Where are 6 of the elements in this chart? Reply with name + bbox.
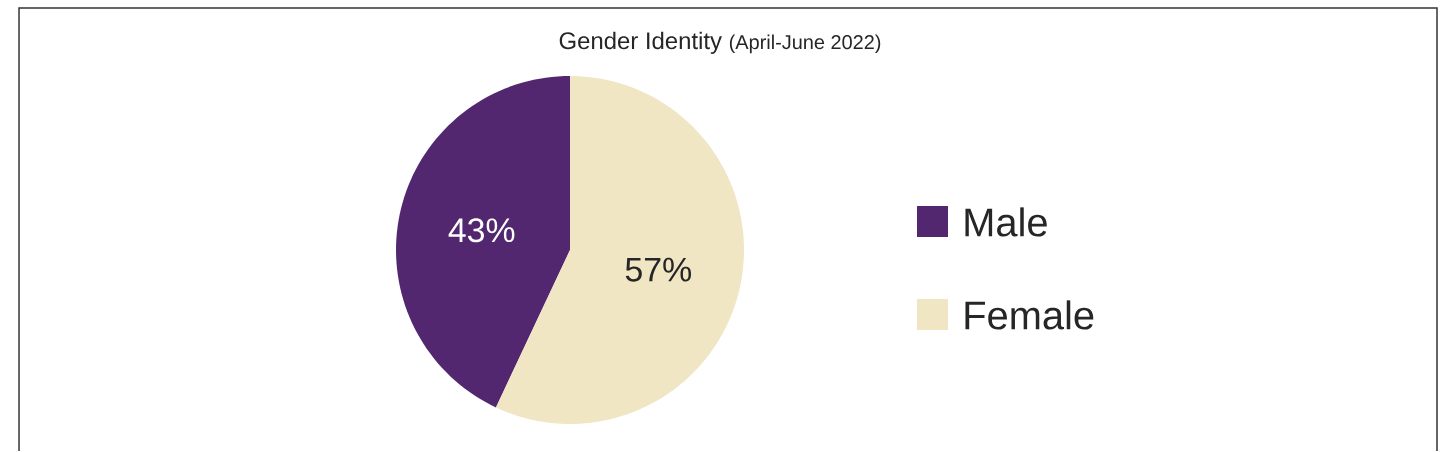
data-label: 43% [448, 218, 515, 243]
chart-subtitle: (April-June 2022) [729, 34, 881, 54]
legend-label: Female [965, 300, 1094, 330]
legend-label: Male [965, 207, 1047, 237]
chart-title: Gender Identity [559, 31, 722, 55]
data-label: 57% [625, 257, 691, 282]
